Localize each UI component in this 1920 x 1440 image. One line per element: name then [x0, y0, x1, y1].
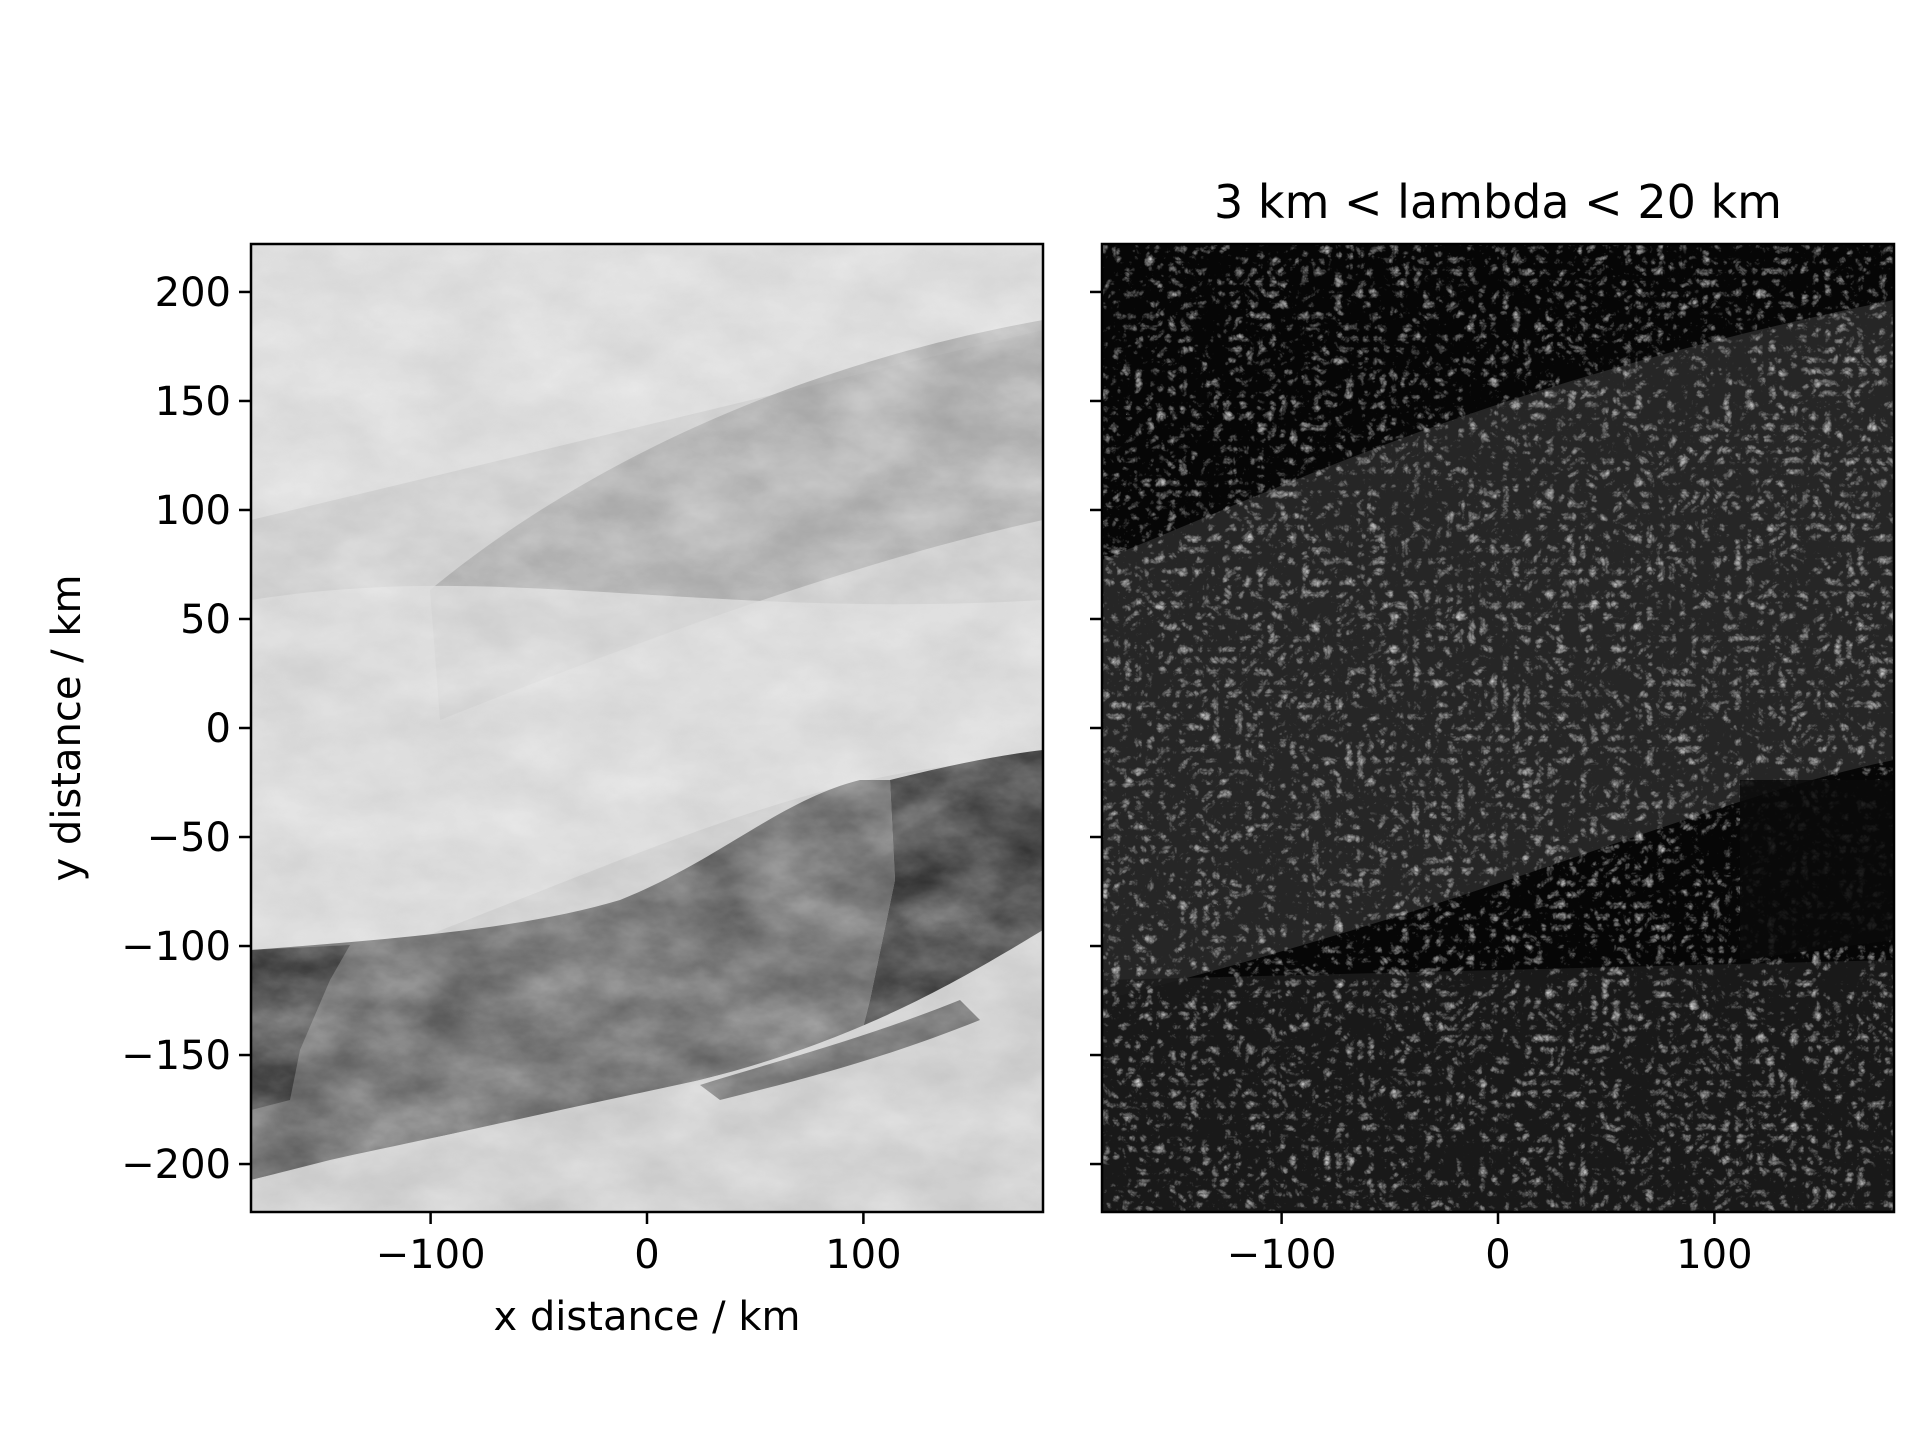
left-x-tick-label: 0 — [634, 1232, 659, 1278]
right-x-ticks: −100 0 100 — [1227, 1212, 1753, 1278]
left-y-tick-label: 0 — [206, 706, 231, 752]
left-x-ticks: −100 0 100 — [376, 1212, 902, 1278]
right-y-ticks — [1090, 290, 1102, 1166]
filtered-image — [1102, 244, 1894, 1212]
left-x-tick-label: 100 — [825, 1232, 901, 1278]
left-y-tick-label: 100 — [155, 488, 231, 534]
left-y-tick-label: 50 — [180, 597, 231, 643]
right-x-tick-label: −100 — [1227, 1232, 1337, 1278]
left-y-tick-label: −150 — [121, 1033, 231, 1079]
left-y-tick-label: −50 — [147, 815, 231, 861]
left-x-tick-label: −100 — [376, 1232, 486, 1278]
left-y-tick-label: −100 — [121, 924, 231, 970]
left-y-tick-label: 200 — [155, 270, 231, 316]
right-panel-title: 3 km < lambda < 20 km — [1214, 175, 1782, 229]
left-y-ticks: 200 150 100 50 0 −50 −100 −150 −200 — [121, 270, 251, 1188]
x-axis-label: x distance / km — [494, 1294, 801, 1340]
right-x-tick-label: 0 — [1485, 1232, 1510, 1278]
brightness-image — [251, 244, 1043, 1212]
right-x-tick-label: 100 — [1676, 1232, 1752, 1278]
left-y-tick-label: 150 — [155, 379, 231, 425]
brightness-panel: −100 0 100 200 150 100 50 0 −50 −100 −150 −200 x d… — [44, 242, 1045, 1340]
filtered-panel: −100 0 100 3 km < lambda < 20 km — [1090, 175, 1896, 1278]
left-y-tick-label: −200 — [121, 1142, 231, 1188]
y-axis-label: y distance / km — [44, 575, 90, 882]
